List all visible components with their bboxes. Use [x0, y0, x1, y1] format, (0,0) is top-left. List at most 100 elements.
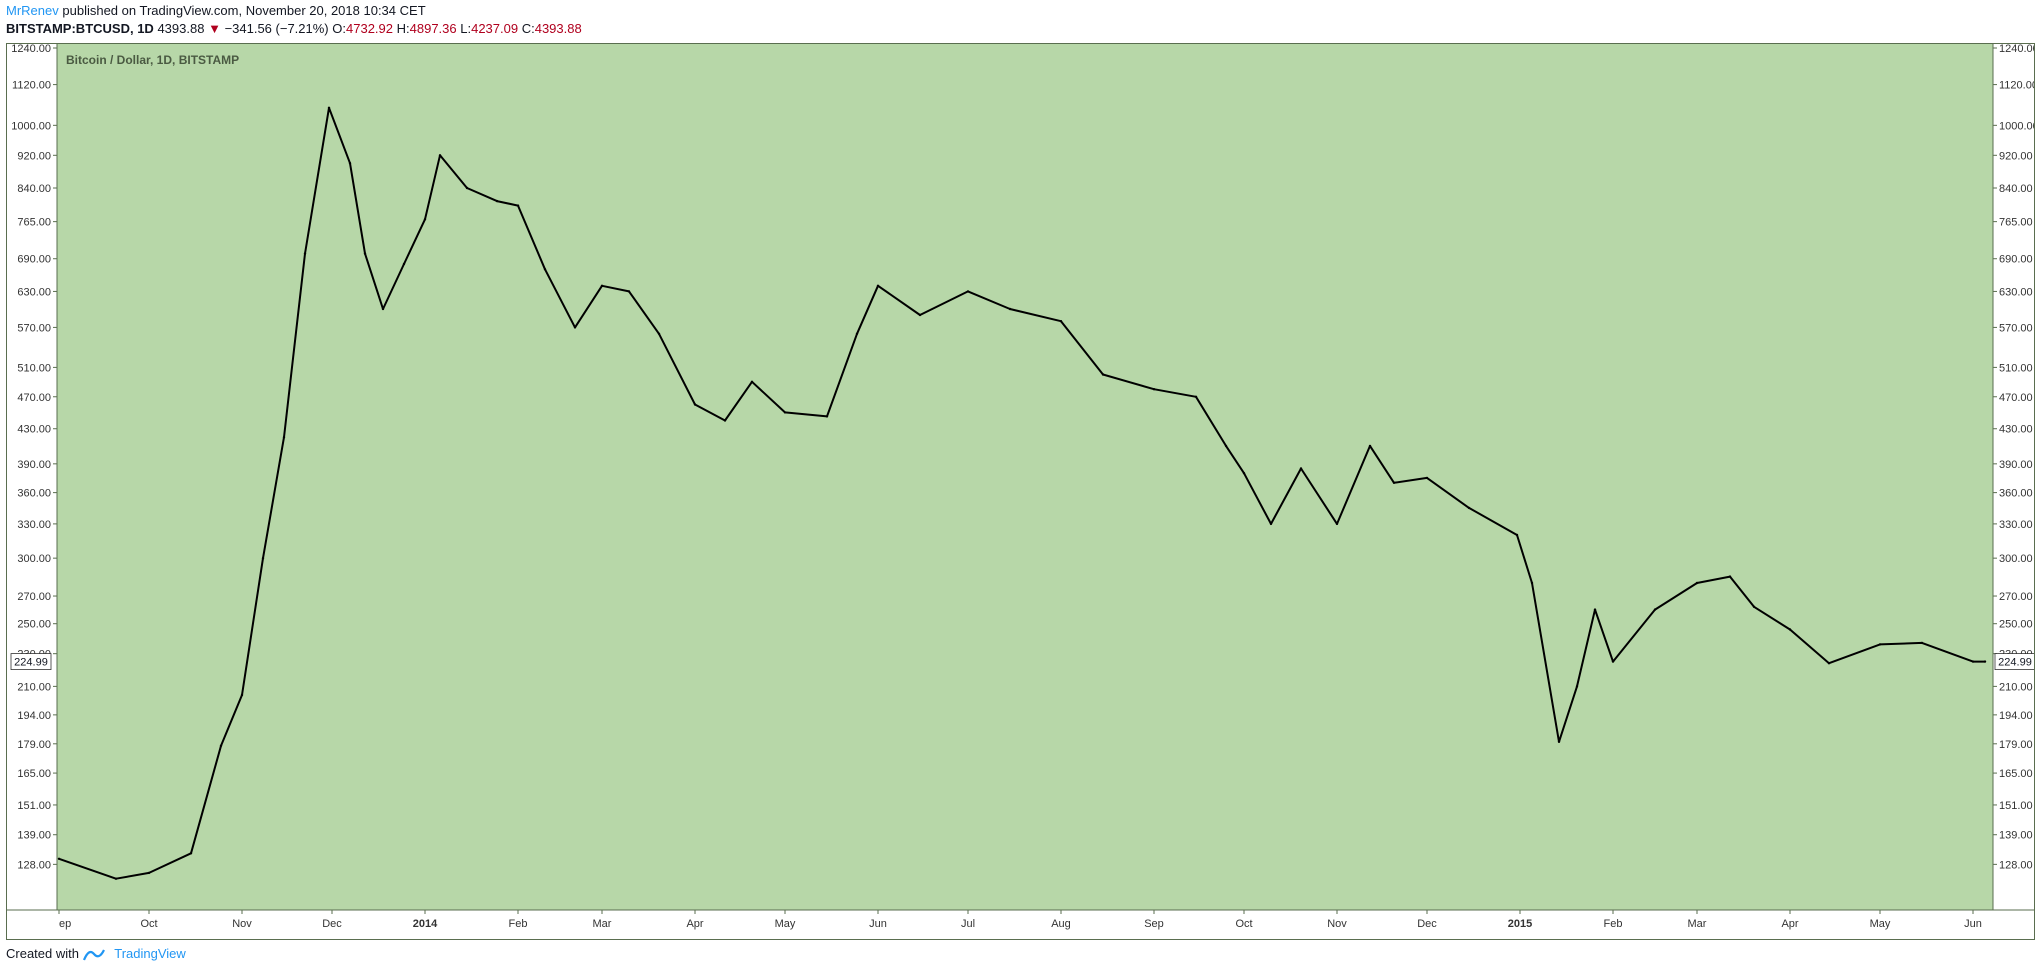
x-tick-label: Apr — [686, 918, 703, 930]
y-tick-label: 250.00 — [17, 619, 51, 631]
y-tick-label: 510.00 — [1999, 362, 2033, 374]
price-point — [1335, 522, 1339, 526]
price-point — [465, 186, 469, 190]
price-point — [825, 415, 829, 418]
y-tick-label: 430.00 — [1999, 424, 2033, 436]
price-point — [381, 307, 385, 311]
x-tick-label: 2015 — [1508, 918, 1532, 930]
price-point — [1152, 388, 1156, 391]
price-point — [1557, 740, 1561, 743]
y-tick-label: 1000.00 — [11, 120, 51, 132]
published-text: published on TradingView.com, November 2… — [62, 3, 426, 18]
price-point — [1299, 467, 1303, 470]
y-tick-label: 139.00 — [17, 830, 51, 842]
y-tick-label: 300.00 — [17, 553, 51, 565]
price-point — [423, 218, 427, 221]
y-tick-label: 510.00 — [17, 362, 51, 374]
price-point — [1575, 685, 1579, 688]
price-point — [1515, 533, 1519, 537]
price-change: −341.56 (−7.21%) — [224, 21, 329, 36]
price-point — [189, 852, 193, 855]
y-tick-label: 165.00 — [17, 768, 51, 780]
price-point — [543, 268, 547, 271]
created-with-text: Created with — [6, 946, 79, 961]
last-price-tag-label: 224.99 — [1998, 657, 2032, 669]
y-tick-label: 765.00 — [17, 217, 51, 229]
price-point — [1593, 608, 1597, 611]
low-value: 4237.09 — [471, 21, 519, 36]
x-tick-label: Feb — [1604, 918, 1623, 930]
y-tick-label: 270.00 — [1999, 591, 2033, 603]
last-price: 4393.88 — [157, 21, 205, 36]
price-point — [261, 557, 265, 560]
price-point — [495, 199, 499, 203]
y-tick-label: 630.00 — [17, 286, 51, 298]
price-point — [600, 284, 604, 287]
price-point — [348, 162, 352, 165]
price-point — [1467, 506, 1471, 510]
y-tick-label: 128.00 — [17, 859, 51, 871]
y-tick-label: 1000.00 — [1999, 120, 2034, 132]
x-tick-label: Jun — [869, 918, 887, 930]
x-tick-label: Aug — [1051, 918, 1071, 930]
price-point — [363, 252, 367, 255]
x-tick-label: Oct — [140, 918, 157, 930]
price-point — [783, 411, 787, 414]
price-point — [693, 403, 697, 406]
price-point — [1728, 575, 1732, 578]
price-point — [918, 313, 922, 317]
price-point — [1368, 444, 1372, 448]
y-tick-label: 128.00 — [1999, 859, 2033, 871]
y-tick-label: 430.00 — [17, 424, 51, 436]
y-tick-label: 330.00 — [1999, 519, 2033, 531]
x-tick-label: Jun — [1964, 918, 1982, 930]
price-point — [516, 204, 520, 207]
symbol-label: BITSTAMP:BTCUSD, 1D — [6, 21, 154, 36]
author-link[interactable]: MrRenev — [6, 3, 59, 18]
y-tick-label: 570.00 — [17, 322, 51, 334]
price-point — [240, 693, 244, 697]
price-point — [1653, 608, 1657, 611]
price-point — [855, 332, 859, 335]
price-chart[interactable]: Bitcoin / Dollar, 1D, BITSTAMP 1240.00 11… — [7, 44, 2034, 939]
x-tick-label: Mar — [1688, 918, 1707, 930]
y-tick-label: 300.00 — [1999, 553, 2033, 565]
y-tick-label: 139.00 — [1999, 830, 2033, 842]
last-price-tag — [10, 653, 52, 670]
chart-frame[interactable]: Bitcoin / Dollar, 1D, BITSTAMP 1240.00 11… — [6, 43, 2035, 940]
y-tick-label: 570.00 — [1999, 322, 2033, 334]
y-tick-label: 179.00 — [17, 739, 51, 751]
open-label: O: — [332, 21, 346, 36]
y-tick-label: 1240.00 — [11, 44, 51, 55]
price-series — [57, 106, 1987, 880]
y-tick-label: 330.00 — [17, 519, 51, 531]
y-tick-label: 690.00 — [17, 254, 51, 266]
price-point — [219, 744, 223, 747]
price-point — [327, 106, 331, 109]
y-tick-label: 690.00 — [1999, 254, 2033, 266]
price-point — [282, 436, 286, 439]
y-tick-label: 840.00 — [1999, 183, 2033, 195]
y-tick-label: 250.00 — [1999, 619, 2033, 631]
last-price-tag — [1994, 653, 2034, 670]
high-value: 4897.36 — [409, 21, 457, 36]
x-tick-label: Oct — [1235, 918, 1252, 930]
price-point — [1008, 307, 1012, 311]
y-tick-label: 630.00 — [1999, 286, 2033, 298]
tradingview-link[interactable]: TradingView — [114, 946, 186, 961]
x-tick-label: Sep — [1144, 918, 1164, 930]
price-point — [147, 871, 151, 875]
open-value: 4732.92 — [346, 21, 393, 36]
y-tick-label: 390.00 — [1999, 459, 2033, 471]
publish-info: MrRenev published on TradingView.com, No… — [6, 3, 426, 18]
y-tick-label: 151.00 — [1999, 800, 2033, 812]
x-tick-label: May — [1870, 918, 1891, 930]
price-point — [1788, 628, 1792, 631]
plot-area[interactable] — [57, 44, 1993, 910]
x-tick-label: ep — [59, 918, 71, 930]
price-tags: 224.99 224.99 — [10, 653, 2034, 670]
y-tick-label: 151.00 — [17, 800, 51, 812]
tradingview-logo-icon[interactable] — [82, 946, 109, 961]
time-axis: ep Oct Nov Dec 2014 Feb Mar Apr May Jun Jul Aug Sep O… — [58, 910, 1982, 930]
price-point — [876, 284, 880, 287]
